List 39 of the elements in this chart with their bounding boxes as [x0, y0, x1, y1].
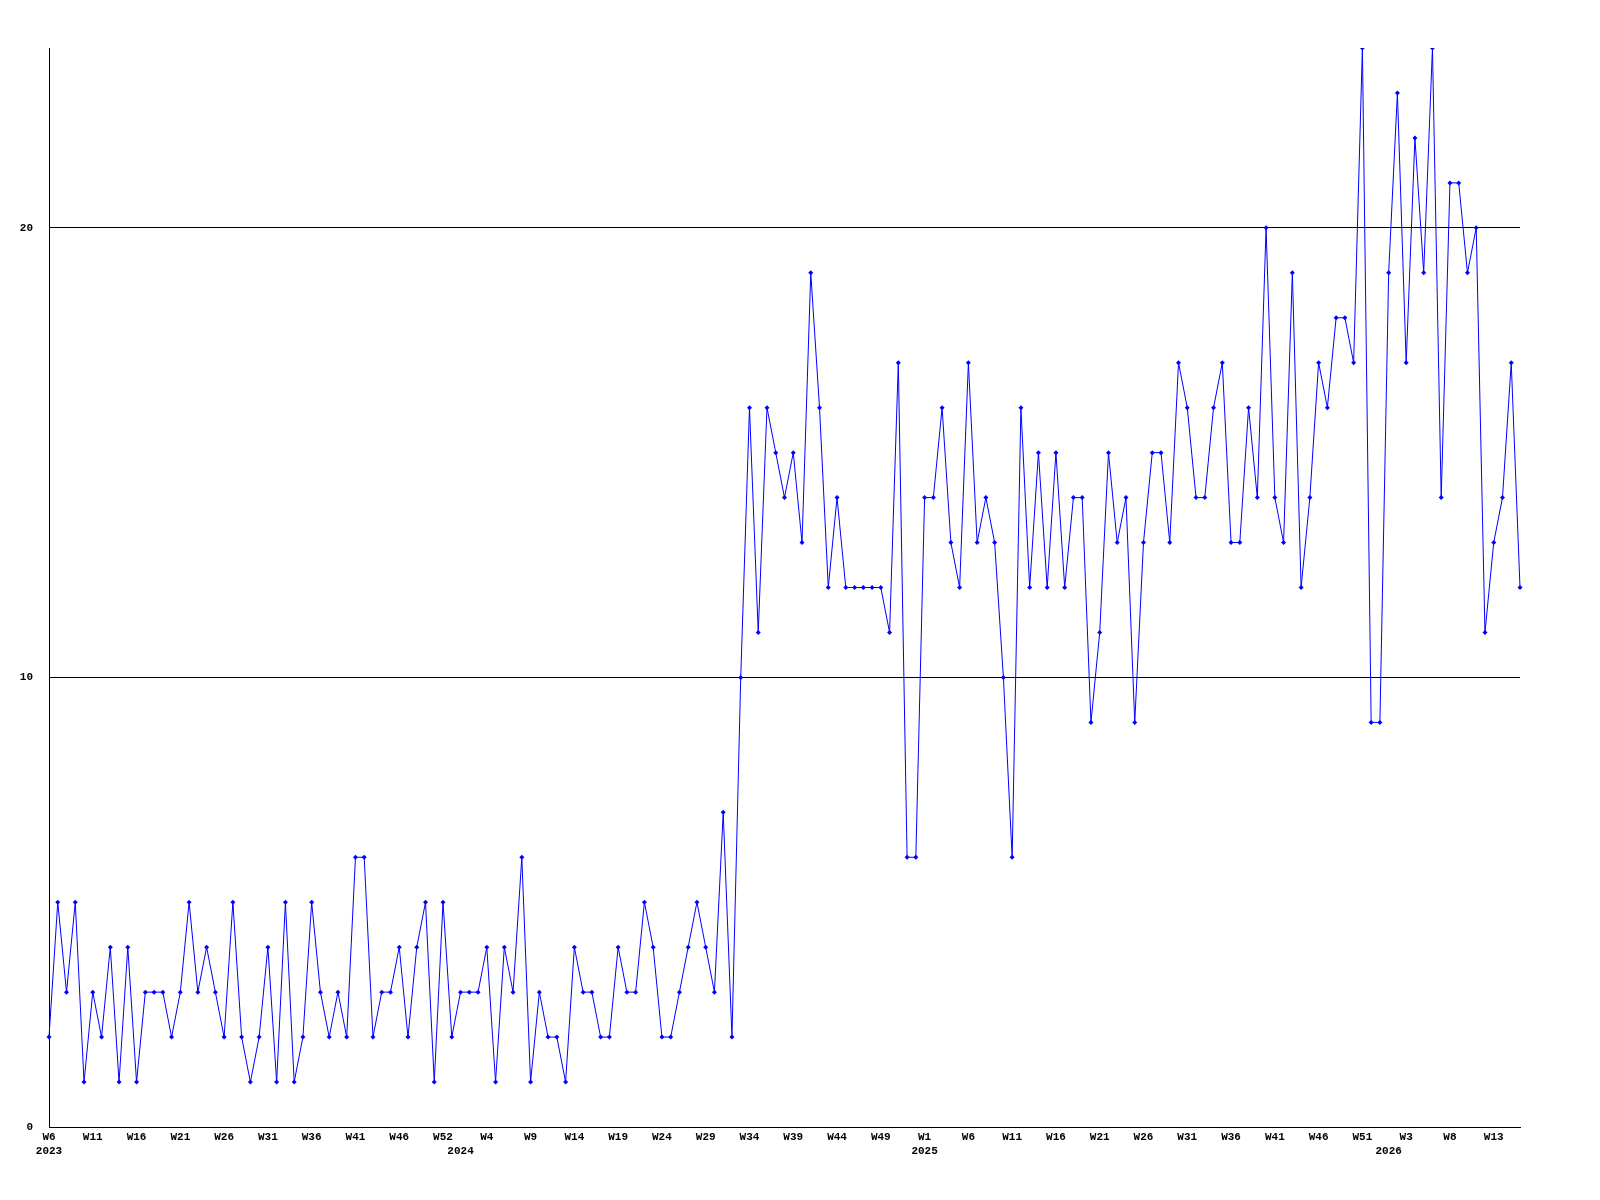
- x-tick-label: W46: [1308, 1131, 1329, 1144]
- x-tick-label: W49: [870, 1131, 891, 1144]
- y-tick-label: 10: [19, 671, 33, 684]
- x-tick-label: W21: [1089, 1131, 1111, 1144]
- y-tick-label: 0: [26, 1120, 33, 1133]
- x-tick-label: W4: [480, 1131, 494, 1144]
- x-tick-label: W24: [652, 1131, 673, 1144]
- x-tick-label: W31: [1177, 1131, 1198, 1144]
- x-tick-label: W6 2023: [35, 1131, 63, 1157]
- x-tick-label: W41: [345, 1131, 366, 1144]
- x-tick-label: W8: [1443, 1131, 1457, 1144]
- x-tick-label: W11: [1002, 1131, 1023, 1144]
- x-tick-label: W16: [1046, 1131, 1066, 1144]
- x-tick-label: W16: [126, 1131, 147, 1144]
- x-tick-label: W14: [564, 1131, 585, 1144]
- x-tick-label: W44: [827, 1131, 848, 1144]
- x-tick-label: W6: [961, 1131, 975, 1144]
- x-tick-label: 2024: [447, 1144, 475, 1157]
- x-tick-label: 2026: [1375, 1144, 1402, 1157]
- x-tick-label: W36: [1221, 1131, 1241, 1144]
- x-tick-label: W1 2025: [911, 1131, 939, 1157]
- x-tick-label: W31: [257, 1131, 279, 1144]
- x-tick-label: W19: [608, 1131, 629, 1144]
- x-tick-label: W26: [214, 1131, 235, 1144]
- x-tick-label: W13: [1483, 1131, 1505, 1144]
- x-tick-label: W11: [82, 1131, 104, 1144]
- y-tick-label: 20: [19, 221, 33, 234]
- x-tick-label: W51: [1352, 1131, 1373, 1144]
- x-tick-label: W46: [389, 1131, 410, 1144]
- x-tick-label: W3: [1399, 1131, 1414, 1144]
- x-tick-label: W41: [1264, 1131, 1286, 1144]
- x-tick-label: W21: [170, 1131, 191, 1144]
- x-tick-label: W39: [783, 1131, 804, 1144]
- x-tick-label: W26: [1133, 1131, 1154, 1144]
- x-tick-label: W34: [739, 1131, 760, 1144]
- x-tick-label: W29: [695, 1131, 716, 1144]
- x-tick-label: W36: [301, 1131, 322, 1144]
- x-tick-label: W52: [433, 1131, 453, 1144]
- x-tick-label: W9: [523, 1131, 538, 1144]
